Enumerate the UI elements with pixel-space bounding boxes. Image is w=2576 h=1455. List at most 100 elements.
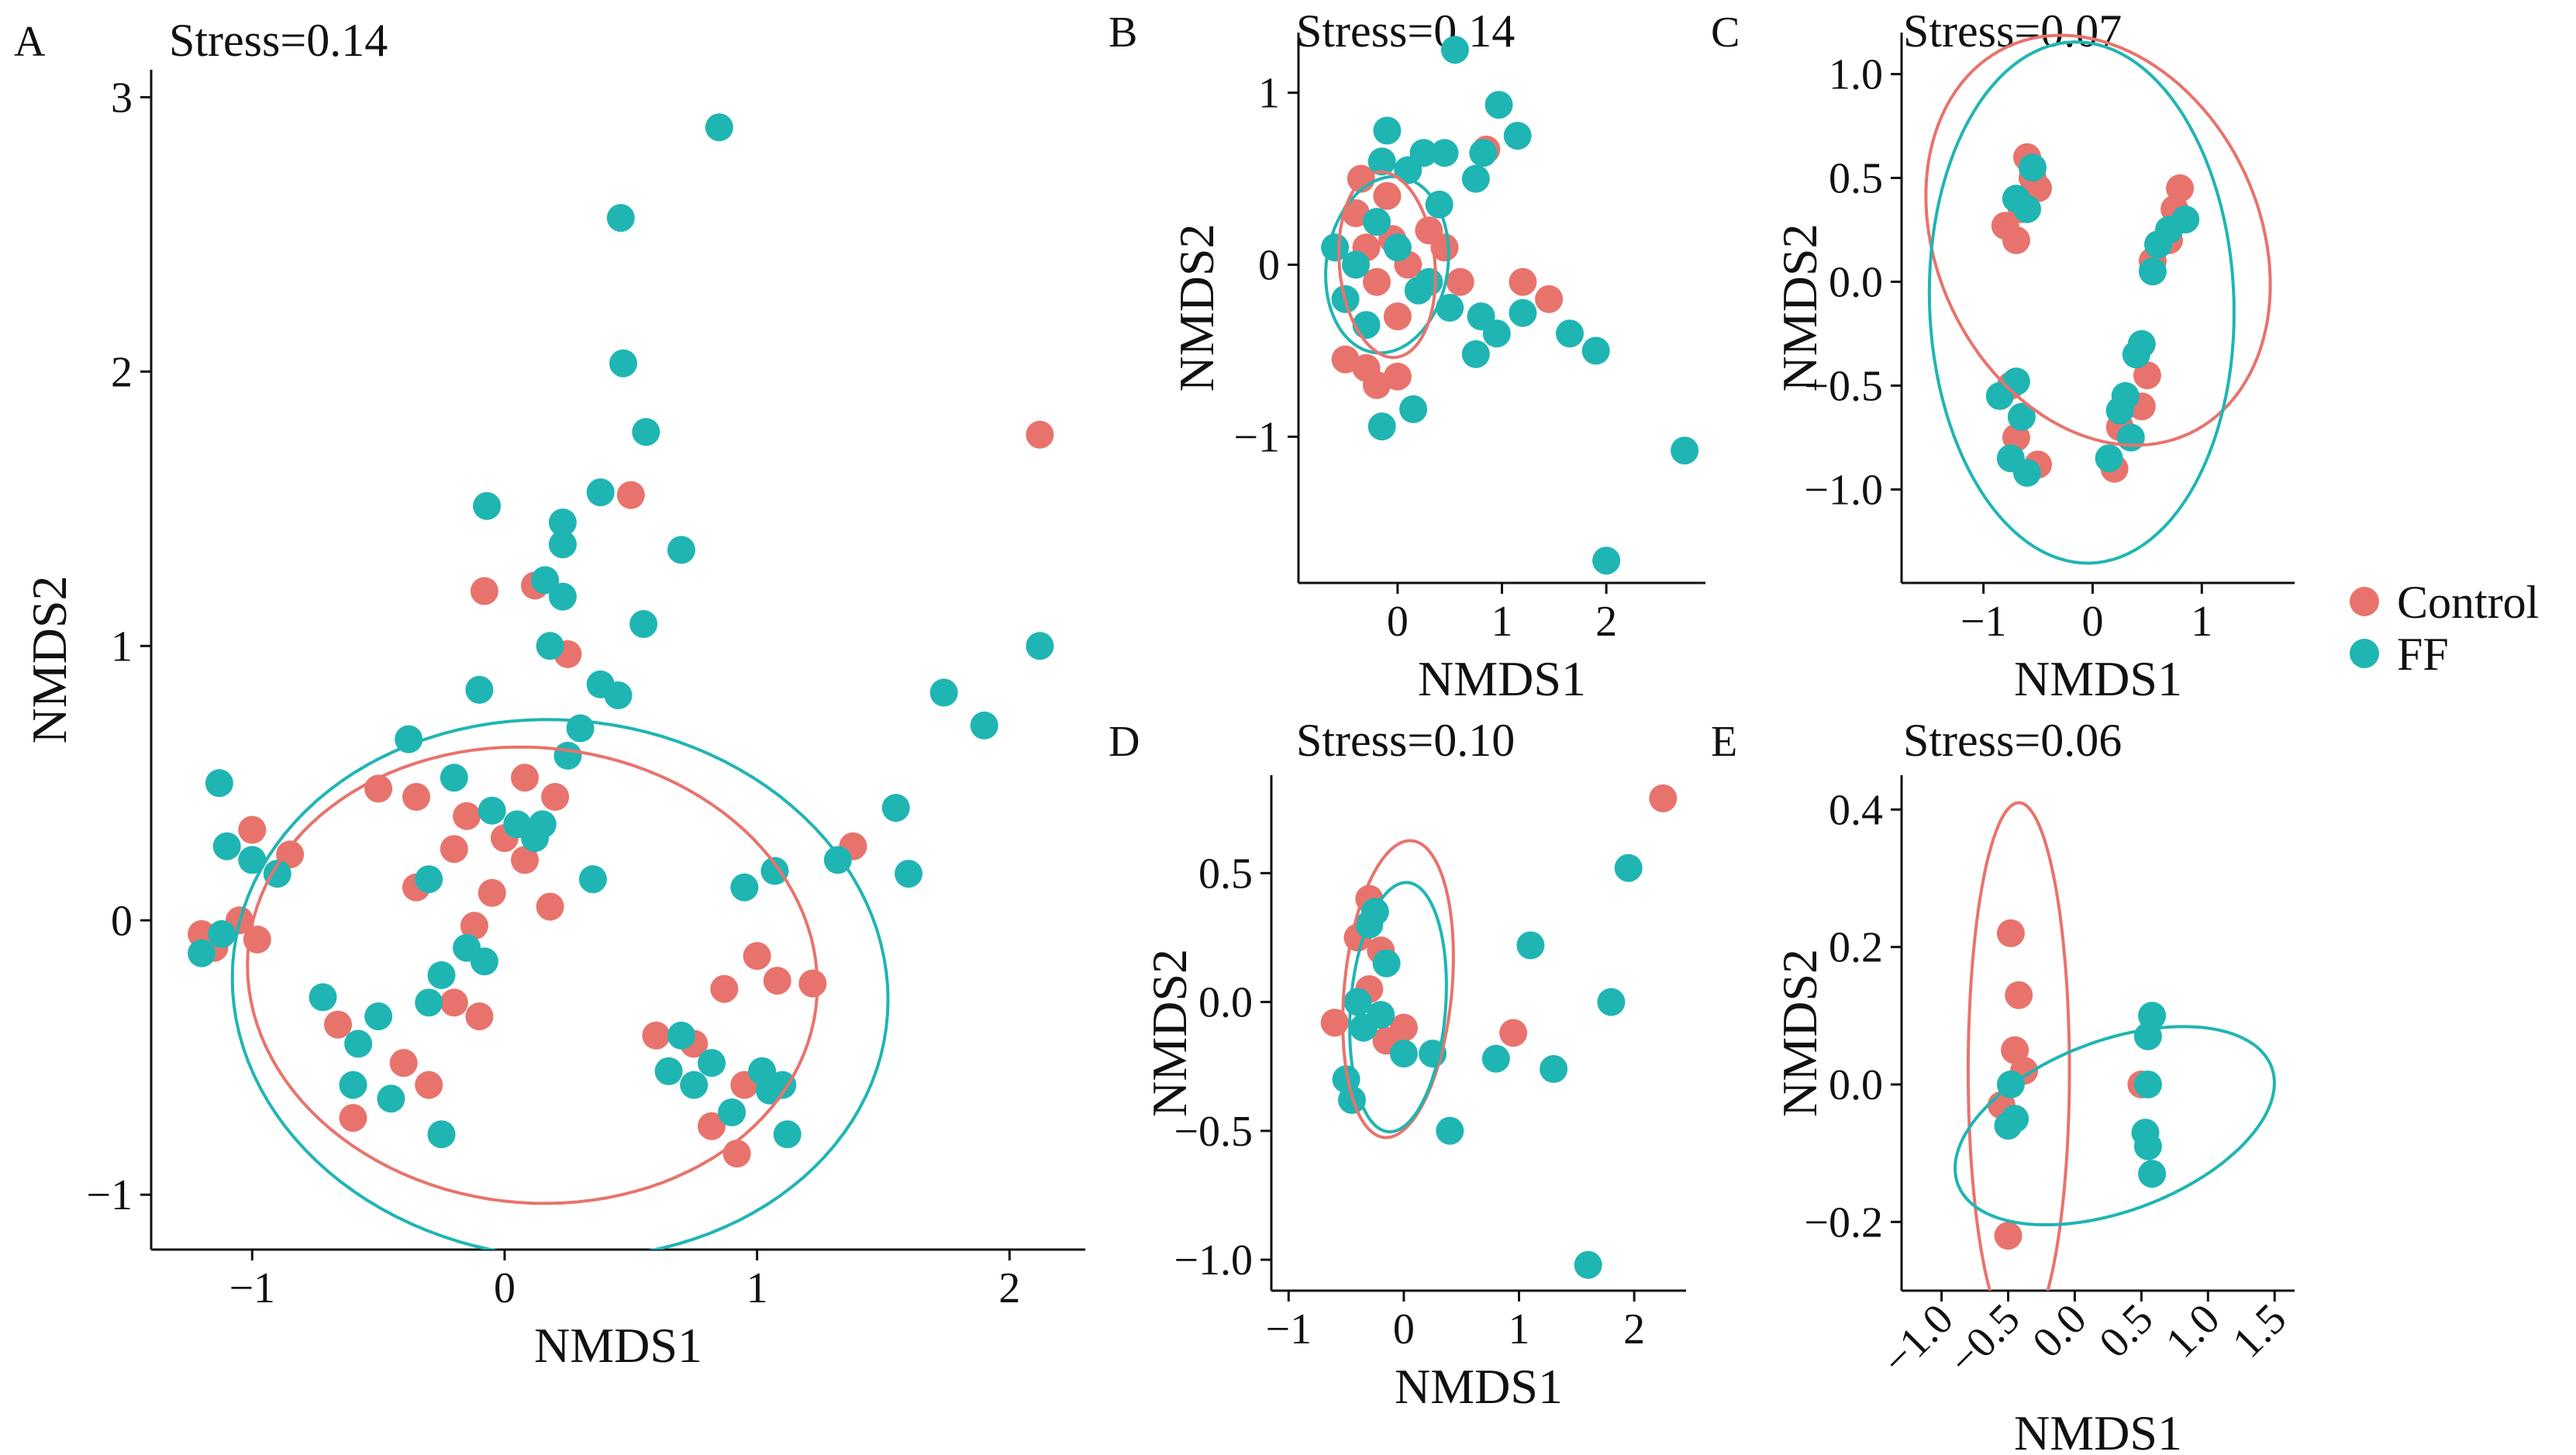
point-control xyxy=(478,878,506,907)
ellipse-ff xyxy=(1927,40,2236,565)
point-ff xyxy=(1430,139,1459,167)
x-tick-label: 2 xyxy=(1623,1305,1645,1353)
y-tick-label: 0 xyxy=(111,897,133,945)
point-control xyxy=(2133,361,2161,390)
point-ff xyxy=(1343,988,1372,1016)
panel-letter: D xyxy=(1109,718,1140,766)
x-tick-label: 1.0 xyxy=(2157,1295,2229,1367)
point-control xyxy=(1996,919,2025,947)
legend-swatch-ff xyxy=(2350,639,2379,668)
point-ff xyxy=(1440,36,1469,64)
point-control xyxy=(536,892,564,921)
plot-area xyxy=(1924,33,2272,565)
point-ff xyxy=(1415,267,1443,296)
point-control xyxy=(440,988,468,1017)
plot-area xyxy=(1321,36,1699,575)
panel-a: A Stress=0.14 −1 0 1 2 −1 0 1 2 3 NMDS1 NMDS2 xyxy=(14,15,1085,1373)
x-tick-label: 1 xyxy=(747,1264,768,1312)
point-control xyxy=(1363,267,1391,296)
point-ff xyxy=(654,1057,683,1085)
point-ff xyxy=(578,865,607,894)
point-ff xyxy=(1389,1040,1418,1068)
plot-area xyxy=(1953,801,2276,1291)
ellipse-ff xyxy=(1953,1025,2276,1226)
x-tick-label: 0 xyxy=(1387,598,1409,646)
point-ff xyxy=(2105,396,2134,425)
point-ff xyxy=(531,566,560,595)
x-tick-label: 0.5 xyxy=(2090,1295,2162,1367)
point-ff xyxy=(1469,139,1498,167)
point-ff xyxy=(629,610,658,638)
point-ff xyxy=(263,860,291,888)
y-axis-title: NMDS2 xyxy=(1169,224,1224,392)
point-ff xyxy=(1581,336,1610,365)
stress-label: Stress=0.10 xyxy=(1296,715,1515,766)
x-axis-title: NMDS1 xyxy=(1395,1359,1563,1414)
point-control xyxy=(339,1104,367,1133)
point-ff xyxy=(2122,340,2150,369)
point-ff xyxy=(415,988,443,1017)
point-ff xyxy=(2138,1002,2167,1030)
panel-letter: E xyxy=(1711,718,1737,766)
point-ff xyxy=(528,810,557,839)
y-axis-title: NMDS2 xyxy=(1772,949,1827,1117)
x-tick-label: −1.0 xyxy=(1873,1295,1963,1384)
point-ff xyxy=(1509,298,1537,327)
panel-e: E Stress=0.06−1.0−0.50.00.51.01.5−0.20.00… xyxy=(1711,715,2295,1455)
point-ff xyxy=(2116,423,2145,452)
y-tick-label: 0.2 xyxy=(1829,924,1883,972)
point-ff xyxy=(2007,402,2036,431)
point-control xyxy=(1430,233,1459,262)
point-ff xyxy=(609,349,637,378)
point-ff xyxy=(2138,257,2167,286)
point-ff xyxy=(2138,1160,2167,1188)
point-ff xyxy=(1399,395,1428,423)
y-tick-label: 1 xyxy=(1258,70,1280,118)
y-tick-label: −1.0 xyxy=(1174,1236,1253,1284)
point-ff xyxy=(1574,1250,1602,1279)
ellipse-ff xyxy=(1324,174,1450,355)
panel-c: C Stress=0.07 −1 0 1 −1.0 −0.5 0.0 0.5 1.0 NMDS1 NM… xyxy=(1711,5,2295,706)
point-ff xyxy=(2013,195,2041,223)
x-tick-label: 1 xyxy=(1491,598,1513,646)
point-control xyxy=(1994,1222,2023,1250)
point-ff xyxy=(344,1029,373,1058)
y-tick-label: 0.4 xyxy=(1829,786,1883,834)
point-ff xyxy=(1363,208,1391,236)
point-ff xyxy=(698,1049,726,1077)
point-ff xyxy=(2144,230,2172,259)
point-ff xyxy=(606,204,635,233)
point-ff xyxy=(1461,340,1490,368)
plot-area xyxy=(188,113,1054,1250)
panel-letter: A xyxy=(14,18,46,66)
point-control xyxy=(541,783,570,811)
legend-swatch-control xyxy=(2350,587,2379,616)
point-ff xyxy=(1342,250,1370,279)
point-ff xyxy=(1592,546,1621,575)
point-ff xyxy=(188,939,216,967)
y-tick-label: −0.2 xyxy=(1804,1198,1883,1246)
point-control xyxy=(1383,362,1412,391)
point-ff xyxy=(536,632,564,660)
point-control xyxy=(415,1071,443,1099)
point-control xyxy=(763,967,791,995)
stress-label: Stress=0.14 xyxy=(1296,5,1515,57)
point-control xyxy=(440,835,468,864)
y-tick-label: −1.0 xyxy=(1804,466,1883,514)
point-ff xyxy=(208,920,236,948)
point-control xyxy=(511,846,539,874)
x-tick-label: 0 xyxy=(1393,1305,1415,1353)
point-control xyxy=(1383,302,1412,331)
point-ff xyxy=(205,769,233,798)
stress-label: Stress=0.14 xyxy=(169,15,388,66)
point-ff xyxy=(1367,1001,1395,1029)
point-ff xyxy=(1436,1116,1464,1145)
point-ff xyxy=(586,478,615,507)
point-ff xyxy=(473,491,502,520)
point-ff xyxy=(2019,153,2047,182)
point-ff xyxy=(1614,853,1643,882)
point-control xyxy=(616,481,645,509)
point-ff xyxy=(773,1120,802,1149)
point-ff xyxy=(1461,164,1490,193)
point-control xyxy=(1363,371,1391,399)
